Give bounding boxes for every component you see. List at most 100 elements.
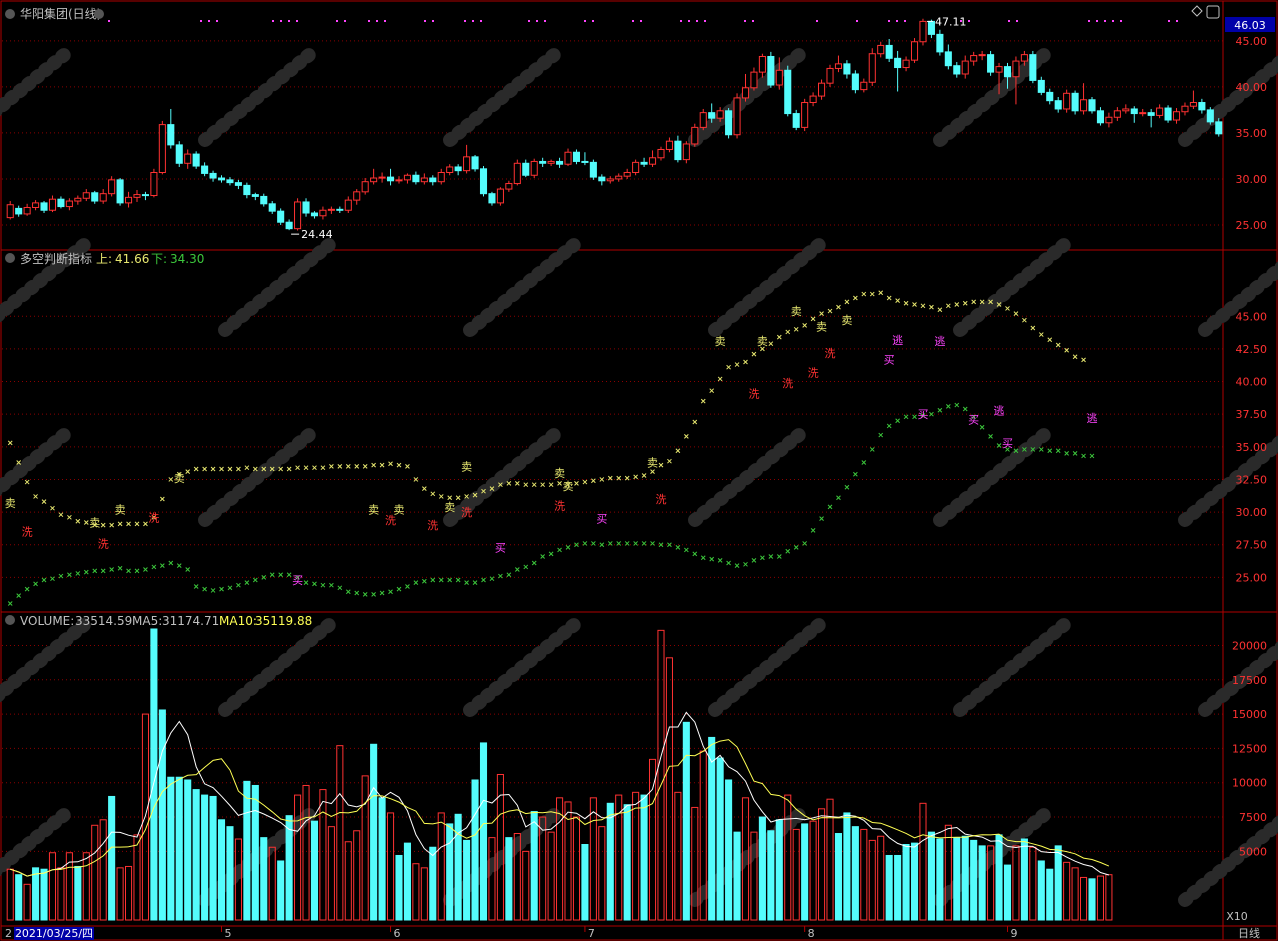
marker-dot — [896, 20, 898, 22]
lower-band-mark — [557, 547, 562, 553]
lower-band-mark — [514, 567, 520, 572]
marker-dot — [856, 20, 858, 22]
volume-bar — [125, 865, 133, 921]
upper-band-mark — [878, 290, 884, 296]
volume-bar — [82, 852, 90, 921]
candle-body — [1029, 54, 1037, 81]
watermark-mark — [443, 423, 567, 527]
candle-body — [792, 113, 800, 128]
lower-band-mark — [67, 572, 72, 578]
lower-band-mark — [692, 551, 698, 557]
marker-dot — [480, 20, 482, 22]
upper-band-mark — [33, 494, 38, 499]
candle-body — [201, 165, 209, 174]
candle-body — [99, 193, 107, 202]
candle-body — [1172, 111, 1181, 121]
candle-body — [1105, 116, 1113, 124]
upper-band-mark — [616, 475, 622, 481]
watermark-mark — [1178, 54, 1278, 147]
upper-band-mark — [227, 466, 233, 472]
marker-dot — [336, 20, 338, 22]
upper-band-mark — [345, 464, 351, 469]
candle-body — [133, 194, 141, 198]
volume-bar — [6, 868, 14, 921]
signal-label: 洗 — [655, 493, 666, 506]
volume-bar — [23, 883, 31, 921]
upper-band-mark — [582, 479, 588, 485]
lower-band-mark — [962, 406, 968, 412]
candle-body — [877, 44, 885, 55]
candle-body — [767, 55, 775, 86]
candle-body — [15, 207, 23, 215]
volume-bar — [818, 808, 826, 921]
ma5-value: 31174.71 — [162, 614, 219, 628]
diamond-icon[interactable] — [1191, 5, 1203, 17]
upper-band-mark — [143, 521, 148, 527]
upper-band-mark — [464, 494, 469, 499]
upper-band-mark — [751, 351, 757, 357]
volume-bar — [665, 657, 673, 921]
upper-band-mark — [176, 471, 182, 477]
volume-bar — [632, 791, 640, 921]
volume-bar — [885, 854, 893, 921]
upper-value: 41.66 — [115, 252, 149, 266]
candle-body — [74, 197, 82, 202]
candle-body — [725, 110, 733, 136]
volume-bar — [809, 820, 817, 921]
marker-dot — [1008, 20, 1010, 22]
candle-body — [167, 124, 175, 146]
signal-label: 卖 — [115, 503, 126, 516]
volume-bar — [488, 837, 496, 921]
month-label: 5 — [225, 927, 232, 940]
lower-band-mark — [41, 577, 47, 583]
upper-band-mark — [709, 388, 715, 394]
upper-band-mark — [633, 474, 638, 480]
candle-body — [1063, 92, 1071, 110]
lower-value: 34.30 — [170, 252, 204, 266]
marker-dot — [1120, 20, 1122, 22]
panel-menu-icon[interactable] — [5, 615, 15, 625]
low-label: 24.44 — [301, 228, 333, 241]
volume-tick-label: 17500 — [1232, 674, 1267, 687]
price-tick-label: 25.00 — [1236, 219, 1268, 232]
candle-body — [353, 191, 361, 201]
candle-body — [243, 184, 251, 196]
candle-body — [336, 208, 344, 211]
candle-body — [539, 160, 547, 164]
watermark-mark — [1198, 261, 1278, 337]
watermark-mark — [463, 233, 587, 337]
volume-bar — [978, 845, 986, 921]
marker-dot — [200, 20, 202, 22]
settings-icon[interactable] — [94, 9, 104, 19]
volume-bar — [927, 831, 935, 921]
panel-menu-icon[interactable] — [5, 253, 15, 263]
volume-title: VOLUME: — [20, 614, 74, 628]
upper-band-mark — [1081, 357, 1086, 363]
candle-body — [505, 183, 513, 190]
candle-body — [23, 206, 31, 215]
window-icon[interactable] — [1206, 5, 1220, 19]
upper-band-mark — [599, 477, 605, 482]
volume-bar — [327, 826, 335, 921]
marker-dot — [744, 20, 746, 22]
volume-bar — [99, 819, 107, 921]
upper-band-mark — [303, 465, 309, 471]
panel-menu-icon[interactable] — [5, 9, 15, 19]
watermark-mark — [0, 43, 77, 117]
upper-band-mark — [421, 486, 427, 491]
volume-bar — [564, 801, 572, 921]
indicator-tick-label: 37.50 — [1236, 408, 1268, 421]
lower-band-mark — [633, 541, 638, 546]
candle-body — [606, 178, 614, 182]
signal-label: 洗 — [782, 377, 793, 390]
lower-band-mark — [396, 586, 402, 592]
candle-body — [361, 181, 369, 193]
signal-label: 逃 — [1087, 412, 1098, 425]
candle-body — [344, 199, 352, 211]
signal-label: 卖 — [563, 480, 574, 493]
candle-body — [184, 153, 192, 164]
ma5-line — [10, 711, 1110, 877]
volume-bar — [192, 789, 200, 921]
lower-band-mark — [1013, 448, 1019, 454]
lower-band-mark — [405, 584, 410, 589]
